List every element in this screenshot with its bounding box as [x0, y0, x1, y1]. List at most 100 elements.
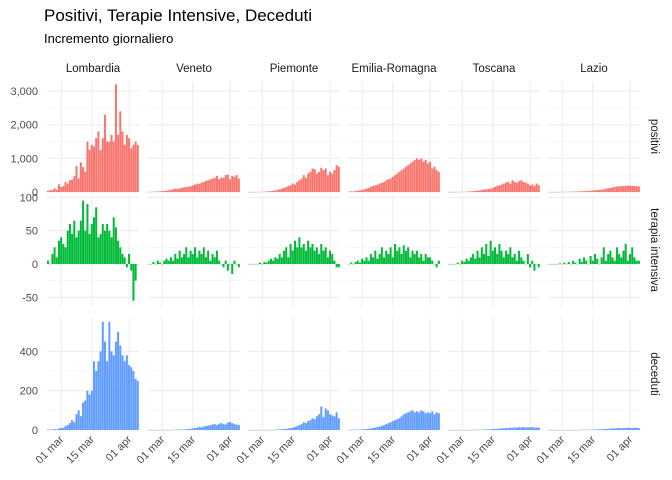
- bar: [335, 412, 338, 430]
- bar: [218, 179, 221, 192]
- bar: [383, 425, 386, 430]
- x-tick-label: 01 mar: [535, 433, 568, 466]
- bar: [607, 188, 610, 192]
- bar: [66, 183, 69, 192]
- bar: [424, 254, 427, 264]
- bar: [315, 247, 318, 264]
- bar: [229, 179, 232, 192]
- bar: [480, 189, 483, 192]
- bar: [415, 250, 418, 264]
- x-tick-label: 01 apr: [405, 433, 436, 464]
- bar: [196, 183, 199, 192]
- bar: [474, 258, 477, 264]
- bar: [99, 234, 102, 264]
- bar: [196, 427, 199, 430]
- bar: [324, 168, 327, 192]
- bar: [93, 217, 96, 264]
- bar: [123, 144, 126, 192]
- bar: [194, 184, 197, 192]
- bar: [176, 258, 179, 264]
- bar: [396, 173, 399, 192]
- bar: [130, 367, 133, 430]
- bar: [90, 224, 93, 264]
- bar: [112, 217, 115, 264]
- bar: [609, 250, 612, 264]
- bar: [498, 185, 501, 192]
- bar: [591, 190, 594, 192]
- bar: [47, 260, 50, 264]
- bar: [461, 260, 464, 264]
- bar: [611, 257, 614, 264]
- bar: [64, 426, 67, 430]
- bar: [367, 428, 370, 430]
- bar: [298, 237, 301, 264]
- bar: [633, 257, 636, 264]
- bar: [311, 244, 314, 264]
- bar: [134, 378, 137, 430]
- bar: [110, 134, 113, 192]
- bar: [426, 257, 429, 264]
- chart-title: Positivi, Terapie Intensive, Deceduti: [44, 6, 313, 25]
- bar: [211, 424, 214, 430]
- bar: [237, 264, 240, 268]
- bar: [222, 424, 225, 430]
- bar: [418, 412, 421, 430]
- bar: [372, 185, 375, 192]
- bar: [496, 254, 499, 264]
- facet-row-label-deceduti: deceduti: [648, 352, 660, 395]
- bar: [125, 355, 128, 430]
- bar: [424, 160, 427, 192]
- bar: [387, 179, 390, 192]
- bar: [533, 185, 536, 192]
- bar: [213, 177, 216, 192]
- bar: [637, 260, 640, 264]
- bar: [498, 428, 501, 430]
- bar: [272, 190, 275, 192]
- bar: [97, 237, 100, 264]
- bar: [200, 182, 203, 192]
- x-tick-label: 01 mar: [34, 433, 67, 466]
- bar: [469, 257, 472, 264]
- bar: [82, 167, 85, 192]
- bar: [361, 429, 364, 430]
- bar: [529, 185, 532, 192]
- bar: [187, 429, 190, 430]
- bar: [165, 190, 168, 192]
- bar: [296, 426, 299, 430]
- x-tick-label: 15 mar: [465, 433, 498, 466]
- bar: [313, 419, 316, 430]
- bar: [483, 254, 486, 264]
- bar: [596, 258, 599, 264]
- bar: [322, 250, 325, 264]
- bar: [84, 230, 87, 264]
- bar: [522, 181, 525, 192]
- bar: [511, 257, 514, 264]
- bar: [335, 264, 338, 268]
- bar: [474, 190, 477, 192]
- bar: [511, 180, 514, 192]
- bar: [304, 250, 307, 264]
- bar: [509, 427, 512, 430]
- bar: [504, 182, 507, 192]
- bar: [233, 260, 236, 264]
- bar: [369, 428, 372, 430]
- bar: [572, 260, 575, 264]
- y-tick-label: 400: [20, 346, 38, 358]
- facet-label-lombardia: Lombardia: [66, 63, 121, 75]
- bar: [515, 427, 518, 430]
- bar: [365, 257, 368, 264]
- bar: [515, 182, 518, 192]
- bar: [513, 181, 516, 192]
- bar: [437, 260, 440, 264]
- bar: [224, 424, 227, 430]
- bar: [396, 419, 399, 430]
- bar: [363, 260, 366, 264]
- chart-subtitle: Incremento giornaliero: [44, 31, 174, 46]
- bar: [598, 429, 601, 430]
- bar: [326, 257, 329, 264]
- bar: [383, 181, 386, 192]
- bar: [626, 427, 629, 430]
- bar: [326, 410, 329, 430]
- x-tick-label: 01 mar: [335, 433, 368, 466]
- bar: [431, 260, 434, 264]
